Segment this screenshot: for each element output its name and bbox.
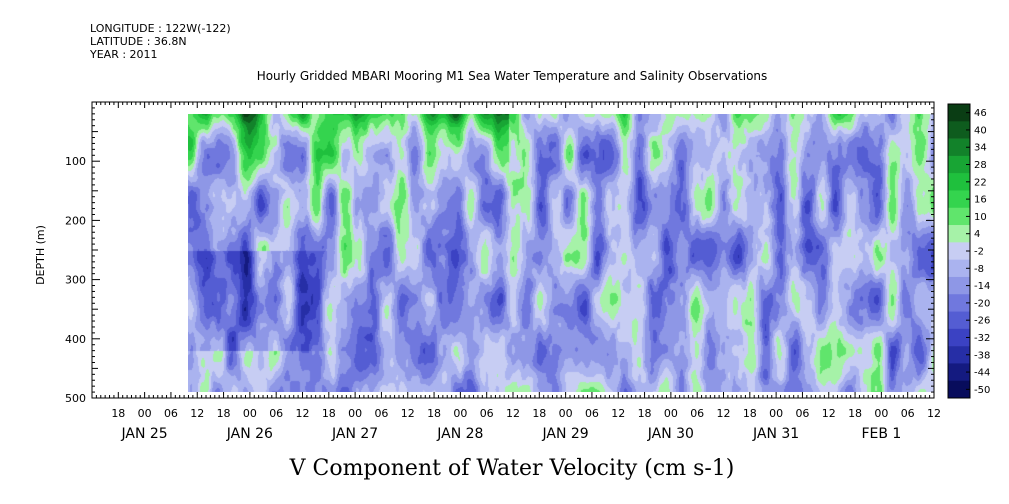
year-label: YEAR : 2011 bbox=[90, 48, 158, 61]
heatmap-raster bbox=[188, 114, 934, 392]
colorbar-label: 46 bbox=[974, 108, 987, 119]
x-hour-label: 06 bbox=[374, 407, 388, 420]
x-hour-label: 12 bbox=[401, 407, 415, 420]
x-hour-label: 06 bbox=[164, 407, 178, 420]
x-day-label: JAN 31 bbox=[752, 426, 799, 442]
x-hour-label: 12 bbox=[822, 407, 836, 420]
x-hour-label: 12 bbox=[506, 407, 520, 420]
x-axis-label: V Component of Water Velocity (cm s-1) bbox=[289, 456, 735, 481]
x-day-label: FEB 1 bbox=[861, 426, 901, 442]
colorbar-swatch bbox=[948, 138, 970, 157]
colorbar-label: 10 bbox=[974, 212, 987, 223]
x-hour-label: 06 bbox=[901, 407, 915, 420]
colorbar-label: 34 bbox=[974, 143, 987, 154]
x-hour-label: 12 bbox=[296, 407, 310, 420]
x-day-label: JAN 28 bbox=[436, 426, 483, 442]
colorbar-swatch bbox=[948, 207, 970, 226]
colorbar-swatch bbox=[948, 190, 970, 209]
x-hour-label: 00 bbox=[559, 407, 573, 420]
x-hour-label: 12 bbox=[927, 407, 941, 420]
x-day-label: JAN 25 bbox=[121, 426, 168, 442]
x-hour-label: 00 bbox=[243, 407, 257, 420]
x-axis: 18 00 06 12 18 00 06 12 18 00 06 12 18 00 06 12 18 00 06 12… bbox=[91, 102, 941, 442]
colorbar-swatch bbox=[948, 259, 970, 278]
x-hour-label: 18 bbox=[111, 407, 125, 420]
y-tick-label: 500 bbox=[65, 392, 86, 405]
heatmap-field bbox=[188, 114, 934, 392]
x-hour-label: 00 bbox=[874, 407, 888, 420]
colorbar-swatch bbox=[948, 276, 970, 295]
x-hour-label: 18 bbox=[427, 407, 441, 420]
colorbar: 46 40 34 28 22 16 10 4 -2 -8 -14 -20 -26 -32 -38 -44 -50 bbox=[947, 103, 990, 399]
x-hour-label: 06 bbox=[480, 407, 494, 420]
x-hour-label: 12 bbox=[611, 407, 625, 420]
x-hour-label: 18 bbox=[638, 407, 652, 420]
x-hour-label: 06 bbox=[795, 407, 809, 420]
colorbar-swatch bbox=[948, 225, 970, 243]
colorbar-label: -14 bbox=[974, 281, 990, 292]
x-hour-label: 06 bbox=[269, 407, 283, 420]
colorbar-label: 22 bbox=[974, 177, 987, 188]
x-hour-label: 12 bbox=[190, 407, 204, 420]
y-tick-label: 400 bbox=[65, 333, 86, 346]
x-hour-label: 18 bbox=[322, 407, 336, 420]
y-axis: 100 200 300 400 500 bbox=[65, 101, 934, 405]
y-tick-label: 100 bbox=[65, 155, 86, 168]
colorbar-label: -44 bbox=[974, 368, 990, 379]
colorbar-label: 28 bbox=[974, 160, 987, 171]
x-hour-label: 00 bbox=[138, 407, 152, 420]
x-day-label: JAN 29 bbox=[542, 426, 589, 442]
colorbar-swatch bbox=[948, 104, 970, 122]
x-hour-label: 00 bbox=[664, 407, 678, 420]
colorbar-swatch bbox=[948, 294, 970, 312]
colorbar-swatch bbox=[948, 242, 970, 260]
colorbar-label: -32 bbox=[974, 333, 990, 344]
colorbar-swatch bbox=[948, 155, 970, 174]
x-hour-label: 06 bbox=[585, 407, 599, 420]
x-hour-label: 18 bbox=[848, 407, 862, 420]
y-axis-label: DEPTH (m) bbox=[34, 225, 47, 285]
x-hour-label: 00 bbox=[348, 407, 362, 420]
x-hour-label: 18 bbox=[217, 407, 231, 420]
colorbar-swatch bbox=[948, 363, 970, 382]
colorbar-label: -38 bbox=[974, 350, 990, 361]
x-day-label: JAN 27 bbox=[331, 426, 378, 442]
colorbar-swatch bbox=[948, 380, 970, 399]
colorbar-label: 16 bbox=[974, 195, 987, 206]
x-hour-label: 00 bbox=[769, 407, 783, 420]
colorbar-swatch bbox=[948, 346, 970, 364]
colorbar-label: -2 bbox=[974, 247, 984, 258]
colorbar-label: -26 bbox=[974, 316, 990, 327]
x-day-label: JAN 30 bbox=[647, 426, 694, 442]
x-hour-label: 18 bbox=[532, 407, 546, 420]
x-day-label: JAN 26 bbox=[226, 426, 273, 442]
colorbar-label: -8 bbox=[974, 264, 984, 275]
colorbar-swatch bbox=[948, 328, 970, 347]
x-hour-label: 12 bbox=[717, 407, 731, 420]
y-tick-label: 200 bbox=[65, 214, 86, 227]
colorbar-label: -20 bbox=[974, 298, 990, 309]
y-tick-label: 300 bbox=[65, 274, 86, 287]
colorbar-label: 4 bbox=[974, 229, 980, 240]
chart-title: Hourly Gridded MBARI Mooring M1 Sea Wate… bbox=[257, 69, 768, 83]
colorbar-swatch bbox=[948, 311, 970, 330]
latitude-label: LATITUDE : 36.8N bbox=[90, 35, 187, 48]
longitude-label: LONGITUDE : 122W(-122) bbox=[90, 22, 231, 35]
x-hour-label: 06 bbox=[690, 407, 704, 420]
colorbar-swatch bbox=[948, 121, 970, 139]
x-hour-label: 00 bbox=[453, 407, 467, 420]
colorbar-label: -50 bbox=[974, 385, 990, 396]
colorbar-swatch bbox=[948, 173, 970, 191]
colorbar-label: 40 bbox=[974, 125, 987, 136]
x-hour-label: 18 bbox=[743, 407, 757, 420]
